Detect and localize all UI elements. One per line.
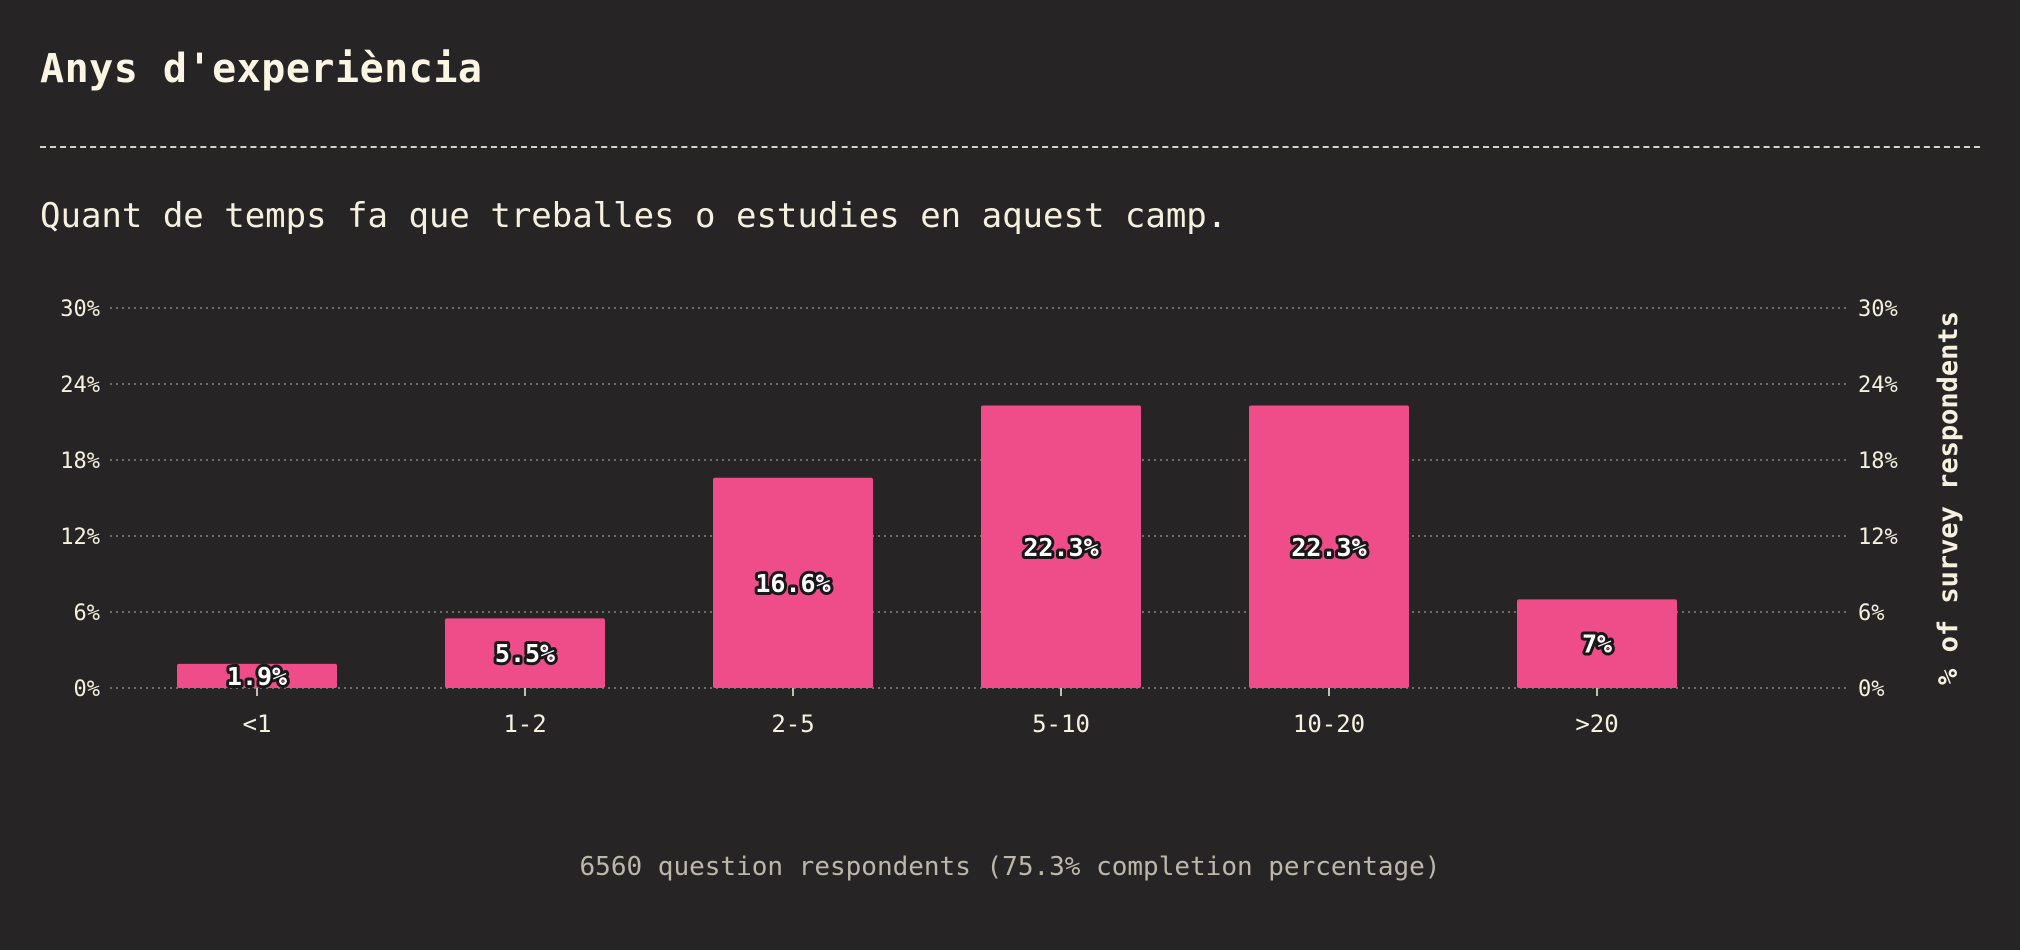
chart-question: Quant de temps fa que treballes o estudi… <box>40 196 1227 236</box>
x-tick-label: 1-2 <box>503 710 546 738</box>
y-tick-label-right: 6% <box>1858 601 1885 626</box>
x-tick-label: >20 <box>1575 710 1618 738</box>
respondents-note: 6560 question respondents (75.3% complet… <box>0 852 2020 882</box>
y-tick-label-left: 12% <box>60 525 100 550</box>
bar-value-label: 7% <box>1582 630 1612 659</box>
x-tick-label: 10-20 <box>1293 710 1365 738</box>
y-tick-label-right: 30% <box>1858 297 1898 322</box>
y-tick-label-left: 0% <box>74 677 101 702</box>
y-axis-title: % of survey respondents <box>1933 311 1964 685</box>
bar-value-label: 22.3% <box>1291 533 1366 562</box>
y-tick-label-left: 6% <box>74 601 101 626</box>
x-tick-label: <1 <box>243 710 272 738</box>
title-divider <box>40 146 1980 148</box>
chart-title: Anys d'experiència <box>40 46 482 92</box>
y-tick-label-left: 30% <box>60 297 100 322</box>
y-tick-label-right: 12% <box>1858 525 1898 550</box>
bar-value-label: 22.3% <box>1023 533 1098 562</box>
y-tick-label-right: 24% <box>1858 373 1898 398</box>
y-tick-label-right: 0% <box>1858 677 1885 702</box>
bar-value-label: 1.9% <box>227 662 287 691</box>
y-tick-label-left: 24% <box>60 373 100 398</box>
bar-value-label: 16.6% <box>755 569 830 598</box>
x-tick-label: 2-5 <box>771 710 814 738</box>
y-tick-label-right: 18% <box>1858 449 1898 474</box>
bar-chart: 1.9% 5.5% 16.6% 22.3% 22.3% 7% 0% 0% 6% 6% 12% 12%… <box>0 270 2020 770</box>
bar-value-label: 5.5% <box>495 639 555 668</box>
y-tick-label-left: 18% <box>60 449 100 474</box>
x-tick-label: 5-10 <box>1032 710 1090 738</box>
